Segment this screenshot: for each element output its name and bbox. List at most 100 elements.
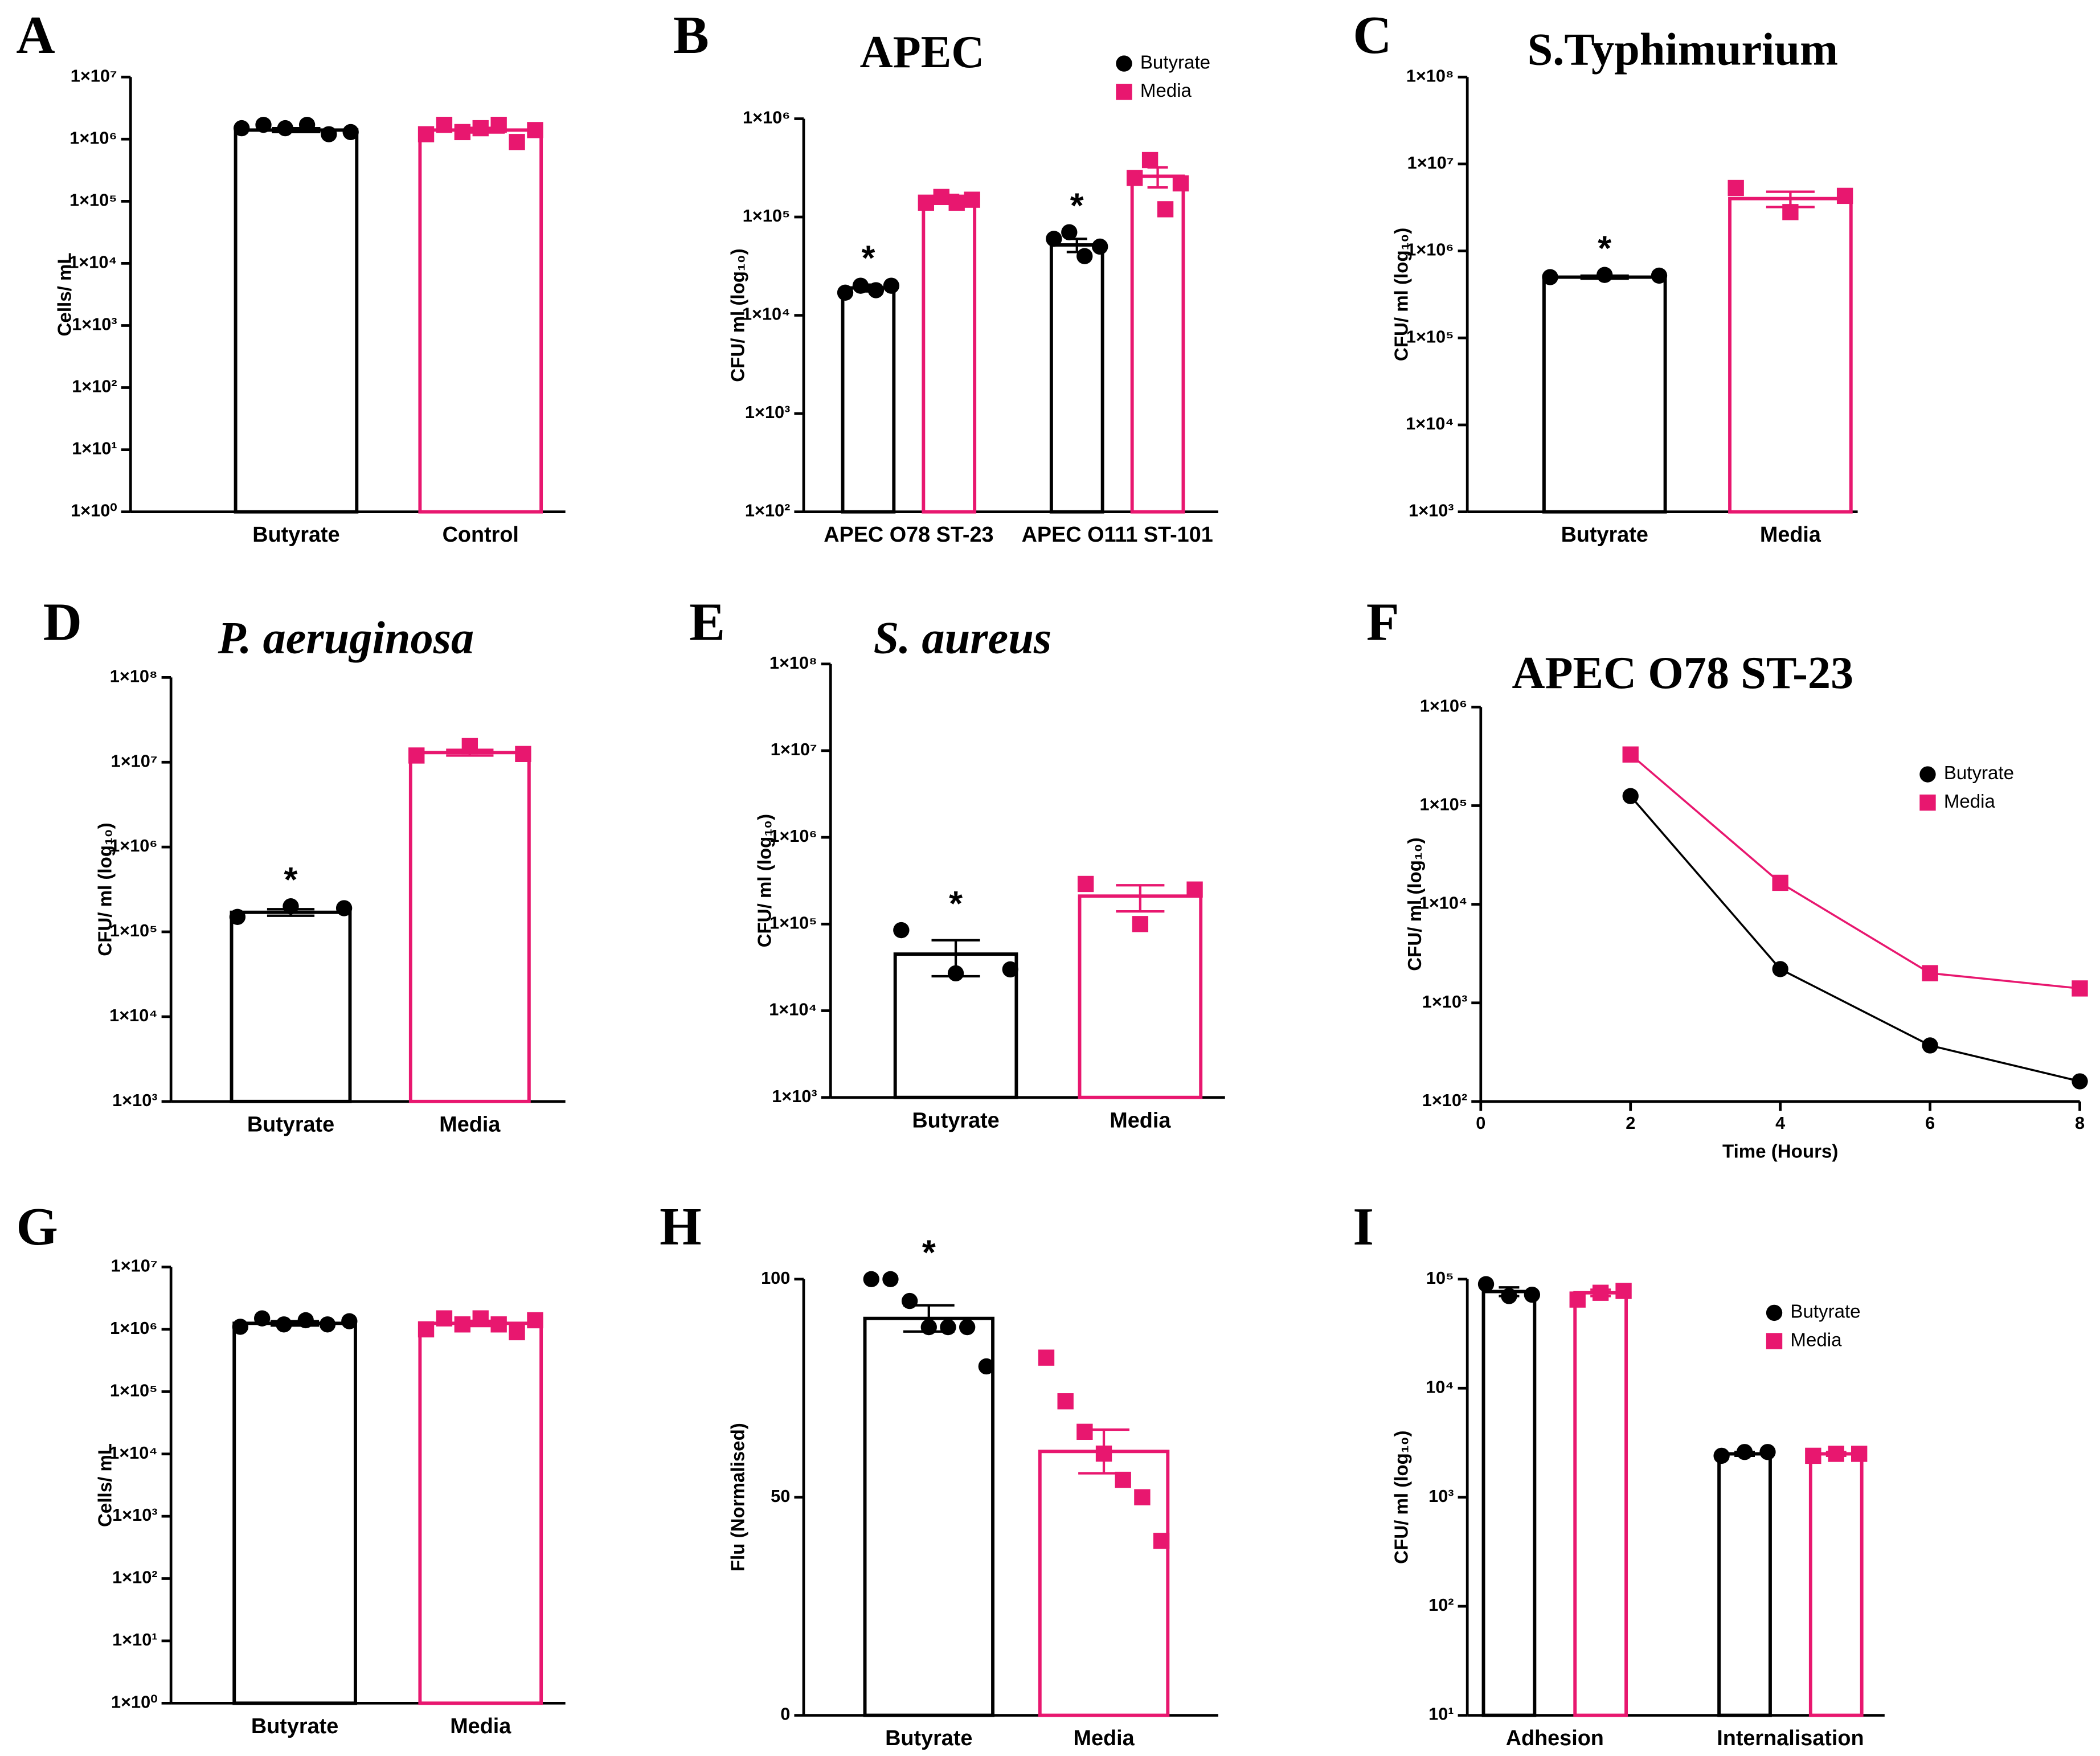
panel-letter: A <box>16 6 55 65</box>
x-tick-label: Butyrate <box>912 1108 999 1132</box>
circle-marker <box>882 1271 899 1287</box>
y-axis-label: CFU/ ml (log₁₀) <box>1391 228 1412 361</box>
y-tick-label: 1×10⁶ <box>110 1318 157 1338</box>
bar <box>1049 243 1104 514</box>
bar <box>418 1321 543 1705</box>
y-tick-label: 1×10⁵ <box>110 1380 158 1400</box>
square-marker <box>1141 152 1159 169</box>
circle-marker <box>852 277 869 294</box>
series-line <box>1630 754 2080 990</box>
square-marker <box>1172 175 1189 192</box>
y-tick-label: 1×10⁷ <box>111 751 158 771</box>
bar <box>1130 174 1185 514</box>
x-tick-label: 6 <box>1925 1113 1935 1133</box>
y-tick-label: 1×10² <box>112 1567 157 1587</box>
circle-marker <box>920 1319 937 1336</box>
y-tick-label: 1×10¹ <box>72 439 117 459</box>
circle-marker <box>1597 267 1613 283</box>
x-tick-label: 0 <box>1476 1113 1485 1133</box>
circle-marker <box>1046 231 1062 247</box>
significance-mark: * <box>284 860 298 899</box>
series-line <box>1630 795 2080 1083</box>
square-marker <box>1836 187 1853 204</box>
square-marker <box>1622 746 1639 763</box>
circle-marker <box>232 1319 249 1335</box>
circle-marker <box>229 908 246 925</box>
panel-letter: H <box>660 1197 702 1256</box>
circle-marker <box>1542 269 1558 285</box>
square-marker <box>1569 1291 1586 1308</box>
bar <box>1542 275 1667 514</box>
y-axis-label: CFU/ ml (log₁₀) <box>95 822 116 956</box>
legend-label: Media <box>1790 1329 1842 1350</box>
circle-marker <box>341 1313 358 1329</box>
square-marker <box>1126 170 1143 186</box>
square-marker <box>933 189 949 206</box>
circle-marker <box>1002 961 1018 978</box>
circle-marker <box>1922 1037 1938 1054</box>
panel-letter: G <box>16 1197 58 1256</box>
x-tick-label: Media <box>1073 1726 1135 1750</box>
circle-marker <box>283 898 299 915</box>
x-tick-label: Internalisation <box>1717 1726 1864 1750</box>
circle-marker <box>1076 248 1093 264</box>
y-tick-label: 1×10⁵ <box>743 206 791 226</box>
y-tick-label: 1×10³ <box>72 314 117 334</box>
error-bar <box>1116 884 1165 913</box>
square-marker <box>509 134 525 150</box>
square-marker <box>1186 881 1203 898</box>
panel-letter: B <box>673 6 709 65</box>
panel-title: APEC <box>860 27 985 77</box>
panel-title: APEC O78 ST-23 <box>1512 648 1853 698</box>
x-tick-label: Media <box>439 1112 501 1136</box>
y-tick-label: 1×10⁶ <box>769 826 817 846</box>
square-marker <box>527 1312 543 1329</box>
y-axis-label: CFU/ ml (log₁₀) <box>755 814 776 947</box>
circle-marker <box>335 900 353 916</box>
circle-marker <box>901 1292 918 1309</box>
panel-letter: I <box>1353 1197 1374 1256</box>
panel-letter: C <box>1353 6 1391 65</box>
y-tick-label: 1×10⁸ <box>769 653 817 673</box>
square-marker <box>454 124 471 141</box>
y-tick-label: 10⁵ <box>1426 1268 1454 1288</box>
circle-marker <box>867 282 885 298</box>
panel-letter: E <box>689 593 725 652</box>
legend-label: Butyrate <box>1140 52 1210 73</box>
circle-marker <box>234 120 250 137</box>
square-marker <box>2072 980 2088 997</box>
y-axis-label: CFU/ ml (log₁₀) <box>727 248 748 382</box>
y-tick-label: 1×10⁴ <box>1419 893 1467 913</box>
y-tick-label: 1×10⁷ <box>111 1256 158 1276</box>
y-tick-label: 0 <box>780 1704 790 1724</box>
circle-marker <box>319 1316 336 1333</box>
circle-marker <box>297 1312 314 1329</box>
square-marker <box>509 1324 525 1341</box>
circle-marker <box>959 1319 976 1336</box>
circle-marker <box>1766 1304 1783 1321</box>
circle-marker <box>276 1316 292 1333</box>
legend-label: Media <box>1140 80 1192 101</box>
y-tick-label: 1×10⁶ <box>1420 695 1467 715</box>
y-tick-label: 1×10³ <box>1422 992 1467 1012</box>
square-marker <box>490 1316 507 1333</box>
circle-marker <box>883 277 900 294</box>
x-tick-label: Media <box>1760 523 1821 547</box>
bar <box>418 128 543 514</box>
y-tick-label: 1×10⁷ <box>771 739 817 759</box>
square-marker <box>472 1310 489 1327</box>
x-tick-label: Media <box>450 1714 511 1738</box>
y-tick-label: 1×10⁶ <box>110 836 157 856</box>
y-tick-label: 1×10⁶ <box>1406 240 1454 260</box>
square-marker <box>1095 1445 1112 1462</box>
square-marker <box>515 746 531 762</box>
y-tick-label: 1×10³ <box>745 402 790 422</box>
y-tick-label: 10² <box>1428 1595 1454 1615</box>
y-tick-label: 1×10⁶ <box>69 128 117 148</box>
square-marker <box>1922 965 1938 981</box>
x-tick-label: Adhesion <box>1506 1726 1604 1750</box>
square-marker <box>1077 875 1094 893</box>
circle-marker <box>1772 961 1788 977</box>
square-marker <box>1828 1446 1844 1462</box>
